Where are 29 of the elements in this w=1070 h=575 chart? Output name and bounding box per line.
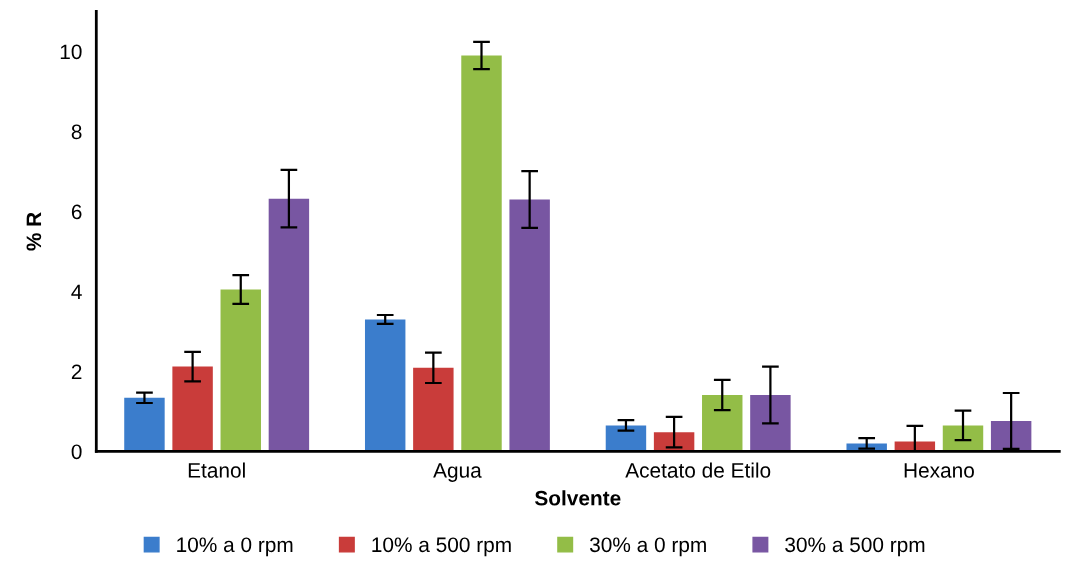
y-tick-label: 10 (60, 44, 82, 60)
y-axis-title: % R (26, 212, 42, 251)
bar (124, 397, 165, 452)
bar (509, 199, 550, 452)
bar (702, 394, 743, 452)
bar (220, 289, 261, 452)
bar (364, 319, 406, 452)
bar (942, 425, 984, 452)
legend-label: 30% a 500 rpm (785, 537, 925, 557)
y-tick-label: 8 (71, 124, 82, 140)
bar (461, 55, 502, 452)
x-tick-label: Hexano (904, 463, 974, 478)
x-tick-label: Agua (433, 463, 482, 482)
legend-label: 10% a 0 rpm (177, 537, 293, 557)
x-tick-label: Acetato de Etilo (625, 462, 771, 478)
y-tick-label: 0 (71, 444, 82, 460)
bar (268, 198, 310, 452)
y-tick-label: 6 (71, 204, 82, 220)
x-axis-title: Solvente (534, 490, 621, 506)
bar (413, 367, 454, 452)
y-tick-label: 2 (71, 364, 82, 379)
bar (172, 366, 213, 452)
legend-label: 10% a 500 rpm (372, 537, 511, 557)
legend-label: 30% a 0 rpm (589, 537, 706, 557)
bar (990, 420, 1032, 452)
y-tick-label: 4 (71, 284, 82, 299)
bar (750, 394, 791, 452)
bar (605, 425, 647, 452)
x-tick-label: Etanol (188, 462, 245, 478)
